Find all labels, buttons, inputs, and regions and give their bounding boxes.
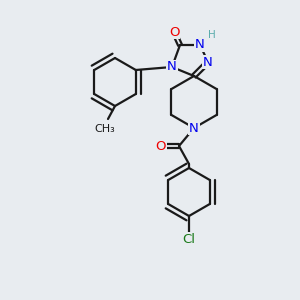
- Text: N: N: [195, 38, 205, 52]
- Text: H: H: [208, 30, 216, 40]
- Text: N: N: [189, 122, 199, 134]
- Text: O: O: [156, 140, 166, 152]
- Text: CH₃: CH₃: [94, 124, 116, 134]
- Text: N: N: [167, 61, 177, 74]
- Text: O: O: [169, 26, 179, 38]
- Text: N: N: [203, 56, 213, 68]
- Text: Cl: Cl: [182, 233, 196, 246]
